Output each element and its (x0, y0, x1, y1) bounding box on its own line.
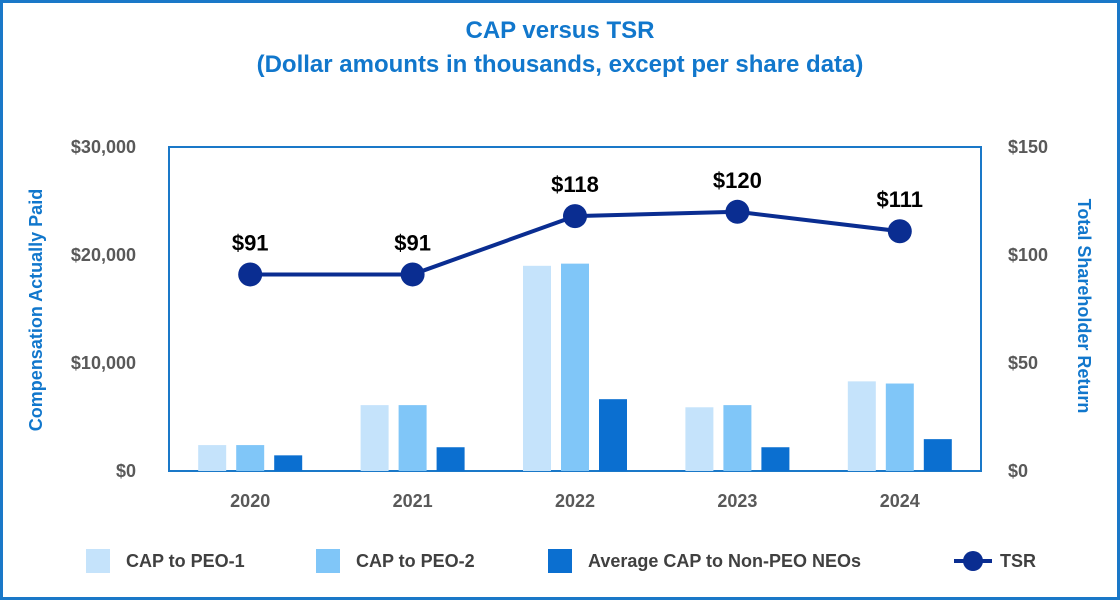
bar-average-cap-to-non-peo-neos-2021 (436, 447, 465, 471)
x-tick-label: 2022 (555, 491, 595, 511)
bar-cap-to-peo-1-2020 (198, 445, 227, 471)
y2-tick-label: $100 (1008, 245, 1048, 265)
bars-layer (198, 263, 952, 471)
x-tick-label: 2020 (230, 491, 270, 511)
legend-label-average-cap-to-non-peo-neos: Average CAP to Non-PEO NEOs (588, 551, 861, 571)
tsr-line-layer: $91 $91 $118 $120 $111 (232, 168, 923, 287)
y2-tick-label: $150 (1008, 137, 1048, 157)
y-tick-label: $20,000 (71, 245, 136, 265)
legend-marker-tsr (963, 551, 983, 571)
tsr-point-2023 (725, 199, 750, 224)
axis-ticks: 2020 2021 2022 2023 2024 $0 $10,000 $20,000 $30,… (71, 137, 1048, 511)
bar-cap-to-peo-1-2024 (847, 381, 876, 471)
bar-average-cap-to-non-peo-neos-2020 (274, 455, 303, 471)
chart-title: CAP versus TSR (466, 17, 655, 44)
legend-label-cap-to-peo-1: CAP to PEO-1 (126, 551, 245, 571)
tsr-data-label-2024: $111 (877, 187, 924, 212)
y2-tick-label: $0 (1008, 461, 1028, 481)
legend: CAP to PEO-1 CAP to PEO-2 Average CAP to N… (86, 549, 1036, 573)
tsr-point-2021 (400, 262, 425, 287)
bar-cap-to-peo-1-2021 (360, 405, 389, 471)
tsr-data-label-2023: $120 (713, 168, 762, 193)
bar-average-cap-to-non-peo-neos-2023 (761, 447, 790, 471)
tsr-point-2020 (238, 262, 263, 287)
bar-cap-to-peo-2-2024 (885, 383, 914, 471)
y2-tick-label: $50 (1008, 353, 1038, 373)
y-tick-label: $0 (116, 461, 136, 481)
bar-average-cap-to-non-peo-neos-2024 (923, 439, 952, 471)
y-tick-label: $10,000 (71, 353, 136, 373)
legend-swatch-cap-to-peo-2 (316, 549, 340, 573)
chart-subtitle: (Dollar amounts in thousands, except per… (257, 51, 864, 78)
x-tick-label: 2023 (717, 491, 757, 511)
legend-swatch-cap-to-peo-1 (86, 549, 110, 573)
bar-cap-to-peo-1-2022 (523, 265, 551, 471)
y2-axis-label: Total Shareholder Return (1074, 199, 1094, 414)
bar-cap-to-peo-1-2023 (685, 407, 714, 471)
tsr-point-2024 (887, 219, 912, 244)
tsr-data-label-2021: $91 (394, 230, 431, 255)
tsr-point-2022 (563, 204, 587, 229)
tsr-data-label-2020: $91 (232, 230, 269, 255)
y-tick-label: $30,000 (71, 137, 136, 157)
legend-label-cap-to-peo-2: CAP to PEO-2 (356, 551, 475, 571)
bar-cap-to-peo-2-2023 (723, 405, 752, 471)
bar-cap-to-peo-2-2020 (236, 445, 265, 471)
x-tick-label: 2024 (880, 491, 920, 511)
legend-swatch-average-cap-to-non-peo-neos (548, 549, 572, 573)
tsr-data-label-2022: $118 (551, 172, 599, 197)
y-axis-label: Compensation Actually Paid (26, 189, 46, 431)
legend-label-tsr: TSR (1000, 551, 1036, 571)
bar-cap-to-peo-2-2022 (561, 263, 589, 471)
bar-average-cap-to-non-peo-neos-2022 (599, 399, 627, 471)
bar-cap-to-peo-2-2021 (398, 405, 427, 471)
x-tick-label: 2021 (393, 491, 433, 511)
